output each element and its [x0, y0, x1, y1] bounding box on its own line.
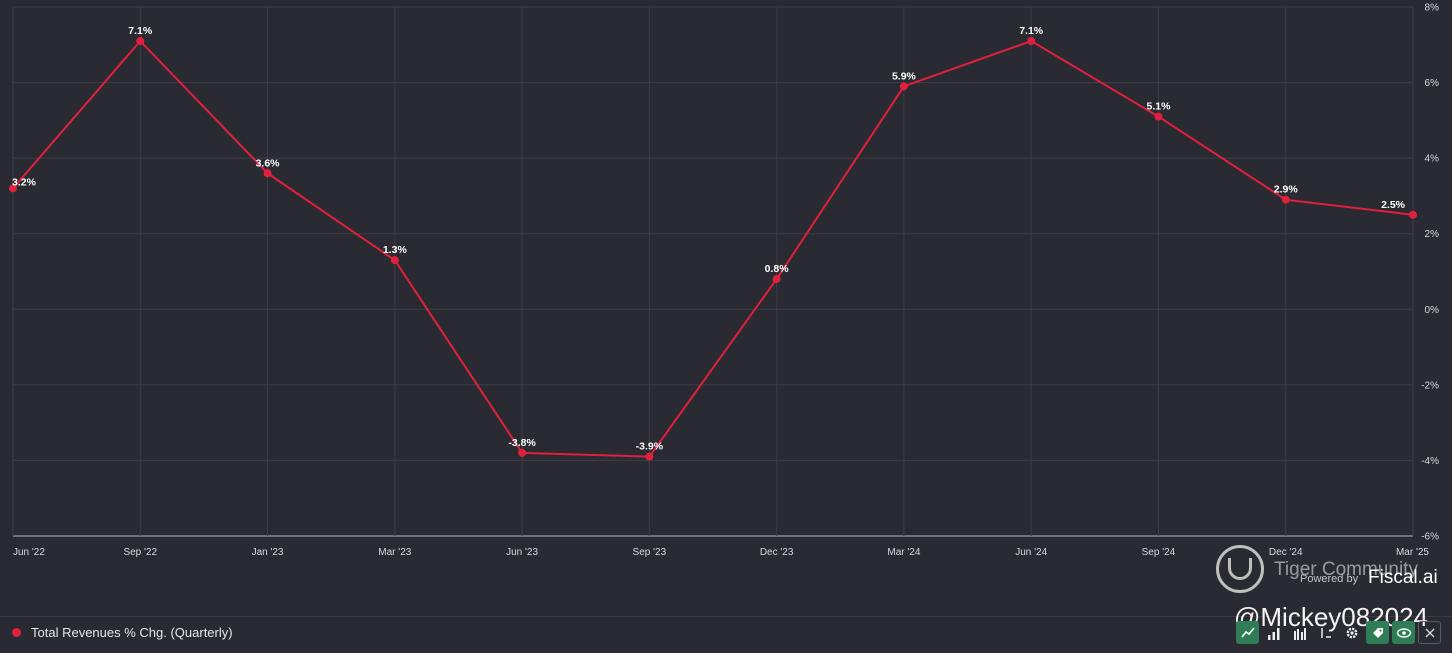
y-tick-label: -4% — [1421, 456, 1439, 467]
sort-icon[interactable] — [1314, 621, 1337, 644]
y-tick-label: 6% — [1425, 78, 1440, 89]
legend-bar: Total Revenues % Chg. (Quarterly) — [0, 616, 1452, 651]
data-label: -3.8% — [508, 437, 536, 449]
data-label: 3.6% — [256, 157, 281, 169]
y-tick-label: 0% — [1425, 305, 1440, 316]
x-tick-label: Sep '23 — [633, 547, 667, 558]
x-tick-label: Mar '24 — [887, 547, 920, 558]
x-tick-label: Sep '22 — [123, 547, 157, 558]
data-point[interactable] — [518, 448, 527, 457]
x-tick-label: Jun '23 — [506, 547, 538, 558]
x-tick-label: Jun '24 — [1015, 547, 1047, 558]
data-label: 5.9% — [892, 70, 917, 82]
data-point[interactable] — [1154, 112, 1163, 121]
y-tick-label: 4% — [1425, 154, 1440, 165]
data-point[interactable] — [645, 452, 654, 461]
data-label: -3.9% — [636, 441, 664, 453]
data-point[interactable] — [263, 169, 272, 178]
watermark-powered-by: Powered by — [1300, 573, 1359, 585]
grouped-bar-icon[interactable] — [1288, 621, 1311, 644]
x-tick-label: Dec '23 — [760, 547, 794, 558]
data-label: 7.1% — [1019, 25, 1044, 37]
series-line — [12, 40, 1414, 458]
x-tick-label: Mar '23 — [378, 547, 411, 558]
data-point[interactable] — [1409, 210, 1417, 219]
x-axis: Jun '22 Sep '22 Jan '23 Mar '23 Jun '23 Sep '… — [13, 547, 1429, 558]
tag-icon[interactable] — [1366, 621, 1389, 644]
data-label: 7.1% — [128, 25, 153, 37]
data-point[interactable] — [1027, 37, 1036, 46]
data-point[interactable] — [899, 82, 908, 91]
y-tick-label: -6% — [1421, 532, 1439, 543]
close-icon[interactable] — [1418, 621, 1441, 644]
tiger-logo-icon — [1216, 545, 1264, 593]
x-tick-label: Jan '23 — [252, 547, 284, 558]
chart-toolbar — [1236, 621, 1441, 644]
data-labels: 3.2% 7.1% 3.6% 1.3% -3.8% -3.9% 0.8% 5.9% 7.1% 5.… — [12, 25, 1406, 453]
x-tick-label: Jun '22 — [13, 547, 45, 558]
x-tick-label: Mar '25 — [1396, 547, 1429, 558]
data-point[interactable] — [390, 256, 399, 265]
legend-dot-icon — [12, 628, 21, 637]
watermark-community: Tiger Community — [1274, 559, 1418, 580]
watermark-brand: Fiscal.ai — [1368, 567, 1438, 588]
bar-chart-icon[interactable] — [1262, 621, 1285, 644]
grid — [12, 6, 1414, 537]
data-point[interactable] — [772, 275, 781, 284]
data-label: 1.3% — [383, 244, 408, 256]
gear-icon[interactable] — [1340, 621, 1363, 644]
x-tick-label: Sep '24 — [1142, 547, 1176, 558]
y-tick-label: -2% — [1421, 380, 1439, 391]
data-label: 3.2% — [12, 176, 37, 188]
data-label: 2.5% — [1381, 199, 1406, 211]
watermark: Tiger Community Powered by Fiscal.ai — [1216, 545, 1452, 601]
series-line-layer — [12, 40, 1414, 458]
chart: 8% 6% 4% 2% 0% -2% -4% -6% Jun '22 Sep '22 Jan '2… — [9, 3, 1439, 558]
y-axis: 8% 6% 4% 2% 0% -2% -4% -6% — [1421, 3, 1439, 543]
legend-label: Total Revenues % Chg. (Quarterly) — [31, 625, 233, 640]
data-label: 0.8% — [765, 263, 790, 275]
y-tick-label: 2% — [1425, 229, 1440, 240]
line-chart-icon[interactable] — [1236, 621, 1259, 644]
data-point[interactable] — [1281, 195, 1290, 204]
data-label: 5.1% — [1146, 101, 1171, 113]
y-tick-label: 8% — [1425, 3, 1440, 14]
data-label: 2.9% — [1274, 184, 1299, 196]
series-points[interactable] — [9, 37, 1417, 461]
data-point[interactable] — [9, 184, 17, 193]
eye-icon[interactable] — [1392, 621, 1415, 644]
x-tick-label: Dec '24 — [1269, 547, 1303, 558]
legend-item[interactable]: Total Revenues % Chg. (Quarterly) — [12, 625, 233, 640]
data-point[interactable] — [136, 37, 145, 46]
